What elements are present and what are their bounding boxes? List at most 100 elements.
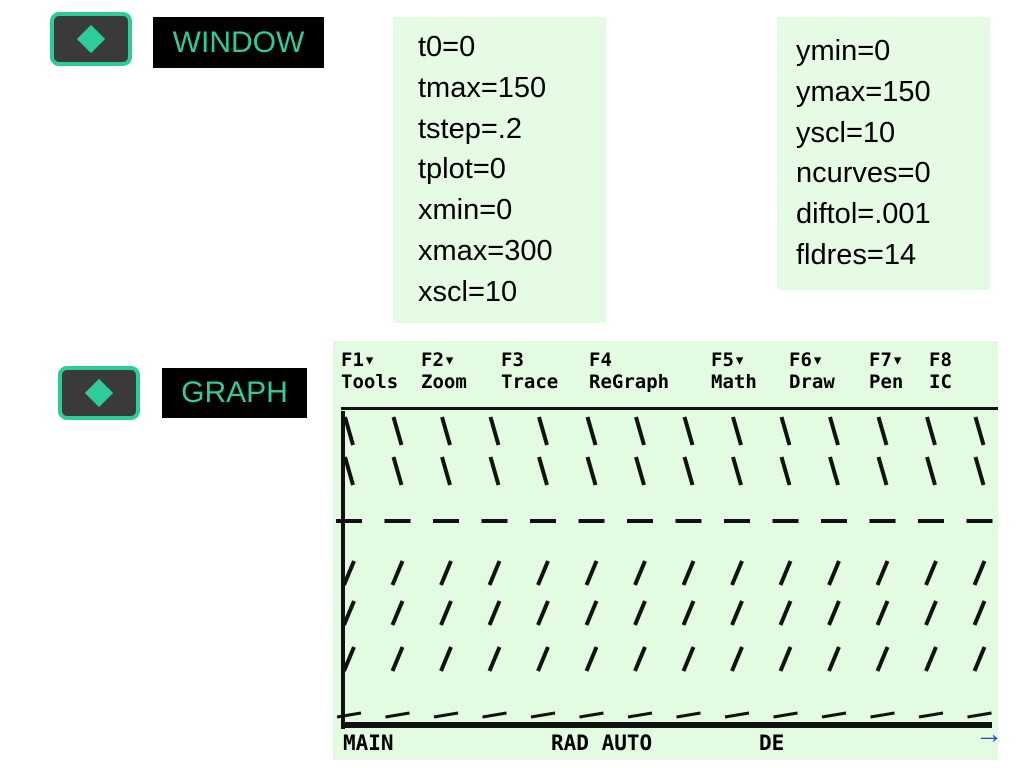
- setting: ncurves=0: [796, 157, 931, 190]
- tab-name: Pen: [869, 371, 904, 393]
- tab-name: Draw: [789, 371, 835, 393]
- setting: xmax=300: [418, 234, 553, 267]
- slope-segment: [536, 600, 550, 626]
- toolbar: F1▾ Tools F2▾ Zoom F3 Trace F4 ReGraph F5▾ Math F6…: [341, 349, 994, 407]
- slope-segment: [633, 600, 647, 626]
- tab-key: F6▾: [789, 349, 824, 371]
- slope-segment: [827, 600, 841, 626]
- slope-segment: [634, 416, 646, 446]
- diamond-icon: [84, 378, 114, 408]
- status-graph-mode: DE: [759, 731, 785, 755]
- slope-segment: [972, 600, 987, 626]
- toolbar-tab[interactable]: F3 Trace: [501, 349, 589, 407]
- slope-segment: [828, 416, 840, 446]
- tab-name: IC: [929, 371, 952, 393]
- slope-segment: [731, 416, 743, 446]
- slope-segment: [676, 711, 701, 719]
- setting: xmin=0: [418, 194, 513, 227]
- setting: tplot=0: [418, 153, 506, 186]
- calculator-screen: F1▾ Tools F2▾ Zoom F3 Trace F4 ReGraph F5▾ Math F6…: [333, 341, 998, 760]
- slope-segment: [730, 646, 744, 672]
- tab-key: F2▾: [421, 349, 456, 371]
- slope-segment: [439, 560, 453, 586]
- setting: xscl=10: [418, 275, 518, 308]
- slope-segment: [487, 560, 502, 586]
- diamond-key[interactable]: [50, 12, 132, 66]
- slope-segment: [537, 456, 549, 486]
- window-settings: t0=0 tmax=150 tstep=.2 tplot=0 xmin=0 xmax=30…: [393, 17, 606, 323]
- slope-segment: [924, 560, 938, 586]
- toolbar-tab[interactable]: F7▾ Pen: [869, 349, 929, 407]
- tab-key: F7▾: [869, 349, 904, 371]
- slope-segment: [876, 416, 889, 446]
- slope-field: [336, 411, 993, 729]
- slope-segment: [439, 600, 453, 626]
- slope-segment: [634, 456, 646, 486]
- tab-name: Tools: [341, 371, 399, 393]
- tab-key: F3: [501, 349, 524, 371]
- slope-segment: [730, 560, 744, 586]
- slope-segment: [537, 416, 549, 446]
- toolbar-tab[interactable]: F2▾ Zoom: [421, 349, 501, 407]
- slope-segment: [875, 600, 890, 626]
- toolbar-tab[interactable]: F1▾ Tools: [341, 349, 421, 407]
- toolbar-tab[interactable]: F5▾ Math: [711, 349, 789, 407]
- toolbar-tab[interactable]: F8 IC: [929, 349, 985, 407]
- slope-segment: [488, 416, 501, 446]
- slope-segment: [724, 711, 750, 719]
- slope-segment: [827, 646, 841, 672]
- slope-segment: [773, 711, 798, 719]
- tab-name: ReGraph: [589, 371, 670, 393]
- slope-segment: [391, 416, 404, 446]
- slope-segment: [487, 646, 502, 672]
- toolbar-tab[interactable]: F4 ReGraph: [589, 349, 711, 407]
- slope-segment: [584, 560, 599, 586]
- slope-segment: [487, 600, 502, 626]
- slope-segment: [973, 456, 986, 486]
- slope-segment: [779, 456, 792, 486]
- slope-segment: [440, 456, 452, 486]
- setting: t0=0: [418, 31, 476, 63]
- diamond-key[interactable]: [58, 366, 140, 420]
- slope-segment: [827, 560, 841, 586]
- slope-segment: [390, 600, 405, 626]
- slope-segment: [343, 416, 355, 446]
- slope-segment: [924, 646, 938, 672]
- slope-segment: [681, 560, 696, 586]
- setting: ymin=0: [796, 35, 891, 67]
- tab-key: F4: [589, 349, 612, 371]
- slope-segment: [488, 456, 501, 486]
- tab-key: F1▾: [341, 349, 376, 371]
- slope-segment: [778, 646, 793, 672]
- tab-name: Math: [711, 371, 757, 393]
- window-settings: ymin=0 ymax=150 yscl=10 ncurves=0 diftol=.00…: [777, 17, 990, 290]
- slope-segment: [342, 646, 356, 672]
- setting: ymax=150: [796, 75, 931, 108]
- slope-segment: [918, 711, 944, 719]
- slope-segment: [385, 711, 410, 719]
- status-folder: MAIN: [343, 731, 394, 755]
- setting: fldres=14: [796, 238, 917, 271]
- slope-segment: [584, 646, 599, 672]
- tab-name: Zoom: [421, 371, 467, 393]
- tab-name: Trace: [501, 371, 559, 393]
- slope-segment: [585, 416, 598, 446]
- slope-segment: [730, 600, 744, 626]
- tab-key: F5▾: [711, 349, 746, 371]
- status-rule: [341, 722, 992, 728]
- slope-segment: [633, 646, 647, 672]
- slope-segment: [875, 646, 890, 672]
- toolbar-tab[interactable]: F6▾ Draw: [789, 349, 869, 407]
- toolbar-rule: [341, 407, 998, 410]
- slope-segment: [778, 560, 793, 586]
- tab-key: F8: [929, 349, 952, 371]
- slope-segment: [584, 600, 599, 626]
- slope-segment: [439, 646, 453, 672]
- slope-segment: [973, 416, 986, 446]
- slope-segment: [536, 560, 550, 586]
- slope-segment: [342, 560, 356, 586]
- window-label: WINDOW: [153, 17, 324, 68]
- slope-segment: [682, 456, 695, 486]
- next-arrow[interactable]: →: [975, 718, 1003, 749]
